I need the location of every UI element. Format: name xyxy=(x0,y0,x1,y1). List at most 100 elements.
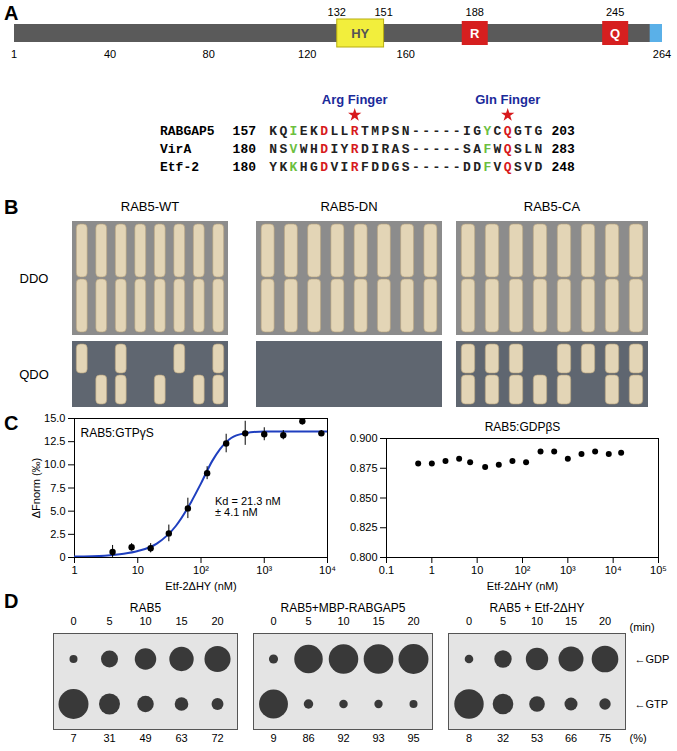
svg-text:ΔFnorm (‰): ΔFnorm (‰) xyxy=(30,458,42,519)
svg-text:E: E xyxy=(300,124,308,139)
svg-text:R: R xyxy=(470,26,480,41)
svg-text:Y: Y xyxy=(341,142,349,157)
svg-text:180: 180 xyxy=(233,142,257,157)
svg-text:D: D xyxy=(473,160,481,175)
svg-text:-: - xyxy=(453,142,461,157)
svg-text:D: D xyxy=(320,160,328,175)
svg-text:5.0: 5.0 xyxy=(50,505,65,517)
svg-text:N: N xyxy=(534,142,542,157)
svg-text:66: 66 xyxy=(565,732,577,744)
svg-text:Arg Finger: Arg Finger xyxy=(322,92,388,107)
svg-text:0: 0 xyxy=(270,615,276,627)
svg-text:0: 0 xyxy=(59,551,65,563)
svg-text:N: N xyxy=(269,142,277,157)
svg-text:QDO: QDO xyxy=(19,367,49,382)
svg-text:10²: 10² xyxy=(193,564,209,576)
svg-text:72: 72 xyxy=(211,732,223,744)
svg-text:K: K xyxy=(269,124,277,139)
svg-text:G: G xyxy=(473,124,481,139)
svg-text:VirA: VirA xyxy=(160,142,191,157)
svg-text:Gln Finger: Gln Finger xyxy=(475,92,540,107)
svg-text:-: - xyxy=(422,142,430,157)
svg-text:2.5: 2.5 xyxy=(50,528,65,540)
svg-text:15: 15 xyxy=(565,615,577,627)
svg-text:10³: 10³ xyxy=(560,564,576,576)
svg-text:-: - xyxy=(432,124,440,139)
svg-text:L: L xyxy=(330,124,338,139)
svg-text:-: - xyxy=(412,142,420,157)
svg-text:RAB5 + Etf-2ΔHY: RAB5 + Etf-2ΔHY xyxy=(489,601,584,615)
svg-text:Q: Q xyxy=(504,124,512,139)
svg-text:Etf-2ΔHY (nM): Etf-2ΔHY (nM) xyxy=(487,580,558,592)
svg-text:245: 245 xyxy=(606,6,624,18)
svg-text:10³: 10³ xyxy=(256,564,272,576)
svg-text:-: - xyxy=(422,124,430,139)
svg-text:D: D xyxy=(534,160,542,175)
svg-text:-: - xyxy=(412,160,420,175)
svg-text:R: R xyxy=(351,124,359,139)
svg-text:Y: Y xyxy=(483,124,491,139)
svg-text:D: D xyxy=(361,142,369,157)
svg-text:0.875: 0.875 xyxy=(350,462,378,474)
svg-text:-: - xyxy=(443,142,451,157)
svg-text:RAB5-CA: RAB5-CA xyxy=(524,199,581,214)
svg-text:D: D xyxy=(463,160,471,175)
svg-text:160: 160 xyxy=(397,48,415,60)
svg-text:0: 0 xyxy=(70,615,76,627)
svg-text:S: S xyxy=(279,142,287,157)
svg-text:-: - xyxy=(412,124,420,139)
svg-text:Q: Q xyxy=(504,142,512,157)
svg-text:5: 5 xyxy=(500,615,506,627)
svg-text:20: 20 xyxy=(407,615,419,627)
svg-text:S: S xyxy=(392,124,400,139)
svg-text:←GDP: ←GDP xyxy=(635,653,670,665)
svg-text:10: 10 xyxy=(337,615,349,627)
svg-text:F: F xyxy=(483,142,491,157)
svg-text:I: I xyxy=(371,142,379,157)
svg-text:RAB5:GDPβS: RAB5:GDPβS xyxy=(485,420,561,434)
svg-text:31: 31 xyxy=(103,732,115,744)
svg-text:9: 9 xyxy=(270,732,276,744)
svg-text:D: D xyxy=(320,124,328,139)
svg-text:63: 63 xyxy=(175,732,187,744)
svg-text:1: 1 xyxy=(11,48,17,60)
svg-text:8: 8 xyxy=(466,732,472,744)
svg-text:15: 15 xyxy=(372,615,384,627)
svg-text:C: C xyxy=(494,124,502,139)
svg-text:1: 1 xyxy=(429,564,435,576)
svg-text:10: 10 xyxy=(139,615,151,627)
svg-text:RAB5-WT: RAB5-WT xyxy=(121,199,180,214)
svg-text:10⁴: 10⁴ xyxy=(605,564,622,576)
svg-text:120: 120 xyxy=(298,48,316,60)
svg-text:1: 1 xyxy=(71,564,77,576)
svg-text:HY: HY xyxy=(351,26,369,41)
svg-text:5: 5 xyxy=(106,615,112,627)
svg-text:0.850: 0.850 xyxy=(350,492,378,504)
svg-text:R: R xyxy=(351,142,359,157)
svg-text:Q: Q xyxy=(610,26,620,41)
svg-text:20: 20 xyxy=(599,615,611,627)
svg-text:-: - xyxy=(453,160,461,175)
svg-text:Kd = 21.3 nM± 4.1 nM: Kd = 21.3 nM± 4.1 nM xyxy=(215,495,281,518)
svg-text:M: M xyxy=(371,124,379,139)
svg-text:S: S xyxy=(402,142,410,157)
svg-text:0.900: 0.900 xyxy=(350,432,378,444)
svg-text:10⁵: 10⁵ xyxy=(650,564,667,576)
svg-text:N: N xyxy=(402,124,410,139)
svg-text:203: 203 xyxy=(551,124,575,139)
svg-text:Y: Y xyxy=(269,160,277,175)
svg-text:7: 7 xyxy=(70,732,76,744)
svg-text:V: V xyxy=(494,160,502,175)
svg-text:20: 20 xyxy=(211,615,223,627)
svg-text:I: I xyxy=(463,124,471,139)
svg-text:L: L xyxy=(524,142,532,157)
svg-text:15: 15 xyxy=(175,615,187,627)
svg-text:V: V xyxy=(290,142,298,157)
svg-text:5: 5 xyxy=(305,615,311,627)
svg-text:10.0: 10.0 xyxy=(44,458,65,470)
svg-text:S: S xyxy=(402,160,410,175)
svg-text:7.5: 7.5 xyxy=(50,482,65,494)
svg-text:0.800: 0.800 xyxy=(350,551,378,563)
svg-text:V: V xyxy=(524,160,532,175)
svg-text:A: A xyxy=(473,142,481,157)
